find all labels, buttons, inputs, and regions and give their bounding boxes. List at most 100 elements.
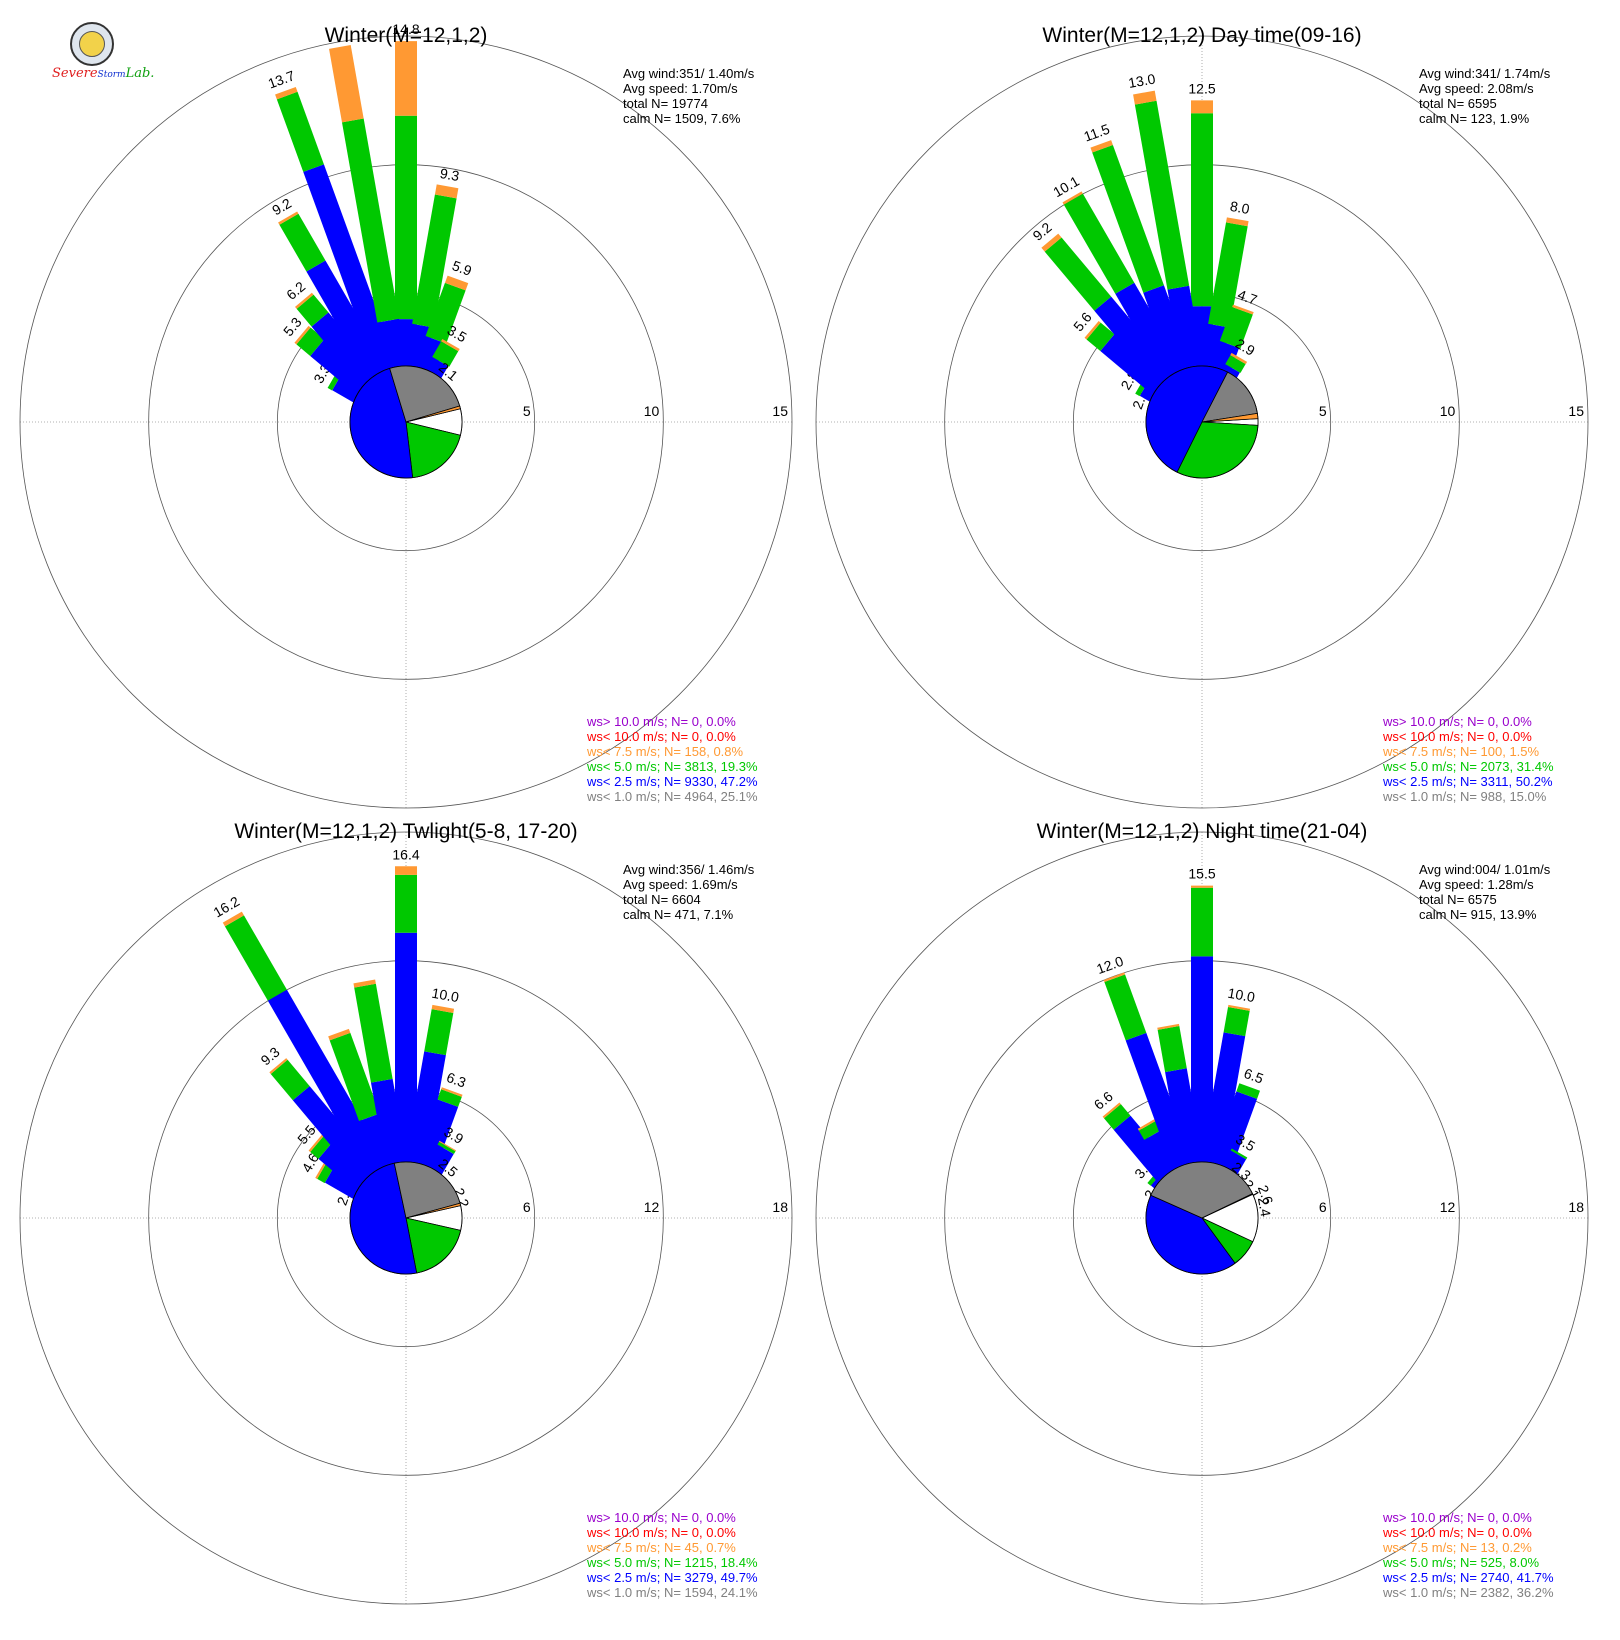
legend-entry-4: ws< 2.5 m/s; N= 3279, 49.7%	[586, 1570, 758, 1585]
legend-entry-3: ws< 5.0 m/s; N= 525, 8.0%	[1382, 1555, 1540, 1570]
spoke-label-80: 2.4	[1255, 1196, 1274, 1218]
spoke-30-segment-2	[1225, 355, 1246, 373]
stats-line-0: Avg wind:341/ 1.74m/s	[1419, 66, 1551, 81]
legend-entry-4: ws< 2.5 m/s; N= 2740, 41.7%	[1382, 1570, 1554, 1585]
spoke-30-segment-2	[432, 341, 459, 367]
spoke-20-segment-3	[1232, 304, 1254, 315]
spoke-300-segment-3	[315, 1159, 328, 1179]
legend-entry-4: ws< 2.5 m/s; N= 9330, 47.2%	[586, 774, 758, 789]
ring-label-10: 10	[1440, 403, 1456, 419]
legend-entry-1: ws< 10.0 m/s; N= 0, 0.0%	[1382, 729, 1532, 744]
panel-title: Winter(M=12,1,2)	[325, 24, 488, 47]
stats-line-1: Avg speed: 1.28m/s	[1419, 877, 1534, 892]
spoke-320-segment-3	[269, 1058, 288, 1074]
speed-distribution-pie	[349, 365, 463, 479]
ring-label-10: 10	[644, 403, 660, 419]
spoke-10-segment-2	[1223, 1007, 1250, 1037]
spoke-30-segment-2	[437, 1141, 456, 1155]
spoke-label-20: 4.7	[1236, 286, 1260, 308]
pie-slice-1	[1145, 365, 1229, 473]
spoke-20-segment-3	[441, 1087, 463, 1097]
spoke-label-340: 11.5	[1082, 121, 1112, 145]
logo-text: SevereStormLab.	[52, 66, 155, 81]
spoke-10-segment-2	[424, 1009, 454, 1056]
stats-line-1: Avg speed: 1.70m/s	[623, 81, 738, 96]
spoke-label-20: 5.9	[450, 257, 474, 279]
spoke-340-segment-3	[275, 86, 298, 100]
panel-title: Winter(M=12,1,2) Twlight(5-8, 17-20)	[234, 820, 577, 843]
spoke-20-segment-2	[437, 1089, 462, 1107]
spoke-label-350: 13.0	[1127, 70, 1157, 91]
spoke-350-segment-3	[329, 45, 364, 123]
legend-entry-3: ws< 5.0 m/s; N= 3813, 19.3%	[586, 759, 758, 774]
legend-entry-3: ws< 5.0 m/s; N= 1215, 18.4%	[586, 1555, 758, 1570]
pie-slice-3	[1201, 412, 1259, 423]
pie-slice-0	[393, 1161, 461, 1219]
spoke-330-segment-2	[1138, 1119, 1164, 1140]
spoke-350-segment-2	[1134, 100, 1190, 290]
spoke-340-segment-1	[303, 164, 405, 395]
spoke-310-segment-3	[308, 1133, 325, 1152]
spoke-330-segment-2	[1063, 193, 1135, 294]
pie-slice-3	[405, 1202, 462, 1219]
pie-slice-2	[1176, 421, 1259, 479]
ring-label-5: 5	[523, 403, 531, 419]
pie-slice-1	[1145, 1194, 1236, 1275]
stats-line-0: Avg wind:004/ 1.01m/s	[1419, 862, 1551, 877]
stats-line-2: total N= 19774	[623, 96, 708, 111]
legend-entry-1: ws< 10.0 m/s; N= 0, 0.0%	[586, 1525, 736, 1540]
stats-line-2: total N= 6604	[623, 892, 701, 907]
ring-label-5: 5	[1319, 403, 1327, 419]
spoke-310-segment-3	[294, 325, 311, 345]
stats-line-2: total N= 6595	[1419, 96, 1497, 111]
spoke-10-segment-3	[434, 184, 459, 199]
legend-entry-2: ws< 7.5 m/s; N= 158, 0.8%	[586, 744, 744, 759]
spoke-300-segment-2	[1135, 378, 1149, 397]
stats-line-0: Avg wind:351/ 1.40m/s	[623, 66, 755, 81]
stats-line-1: Avg speed: 1.69m/s	[623, 877, 738, 892]
spoke-350-segment-3	[1133, 90, 1157, 105]
spoke-300-segment-2	[317, 1160, 336, 1184]
spoke-350-segment-1	[1165, 1068, 1206, 1178]
spoke-310-segment-2	[1086, 322, 1115, 352]
ring-18	[815, 831, 1589, 1605]
ring-label-12: 12	[644, 1199, 660, 1215]
spoke-310-segment-2	[296, 327, 325, 356]
pie-slice-2	[405, 421, 461, 479]
pie-slice-0	[1150, 1161, 1253, 1219]
stats-line-3: calm N= 915, 13.9%	[1419, 907, 1537, 922]
spoke-350-segment-2	[341, 118, 399, 323]
stats-line-3: calm N= 1509, 7.6%	[623, 111, 741, 126]
spoke-340-segment-1	[1125, 1032, 1199, 1184]
spoke-320-segment-2	[1044, 237, 1112, 311]
spoke-300-segment-2	[327, 371, 342, 391]
ring-label-15: 15	[772, 403, 788, 419]
spoke-label-0: 15.5	[1188, 866, 1215, 882]
legend-entry-0: ws> 10.0 m/s; N= 0, 0.0%	[586, 714, 736, 729]
pie-slice-1	[349, 367, 414, 479]
spoke-20-segment-2	[1236, 1083, 1261, 1099]
spoke-330-segment-2	[279, 213, 326, 272]
spoke-320-segment-3	[295, 292, 314, 309]
spoke-10-segment-2	[412, 194, 457, 328]
legend-entry-3: ws< 5.0 m/s; N= 2073, 31.4%	[1382, 759, 1554, 774]
windrose-panel-3: 6 12 1816.410.06.33.92.52.22.54.65.59.316.…	[19, 820, 793, 1605]
ring-15	[815, 35, 1589, 809]
university-seal-icon	[70, 22, 114, 66]
spoke-10-segment-3	[431, 1004, 455, 1013]
panel-title: Winter(M=12,1,2) Night time(21-04)	[1037, 820, 1368, 843]
stats-line-3: calm N= 471, 7.1%	[623, 907, 734, 922]
spoke-330-segment-3	[1137, 1117, 1158, 1131]
spoke-310-segment-3	[1084, 320, 1101, 340]
spoke-330-segment-3	[278, 211, 299, 225]
spoke-340-segment-3	[1090, 140, 1113, 153]
pie-slice-3	[1201, 1193, 1254, 1219]
spoke-label-10: 10.0	[431, 985, 461, 1006]
spoke-310-segment-2	[310, 1135, 333, 1159]
legend-entry-1: ws< 10.0 m/s; N= 0, 0.0%	[586, 729, 736, 744]
spoke-0: 16.4	[392, 846, 420, 1218]
spoke-340-segment-2	[1104, 974, 1147, 1041]
severe-storm-lab-logo: SevereStormLab.	[52, 22, 154, 86]
pie-slice-2	[405, 1217, 462, 1274]
